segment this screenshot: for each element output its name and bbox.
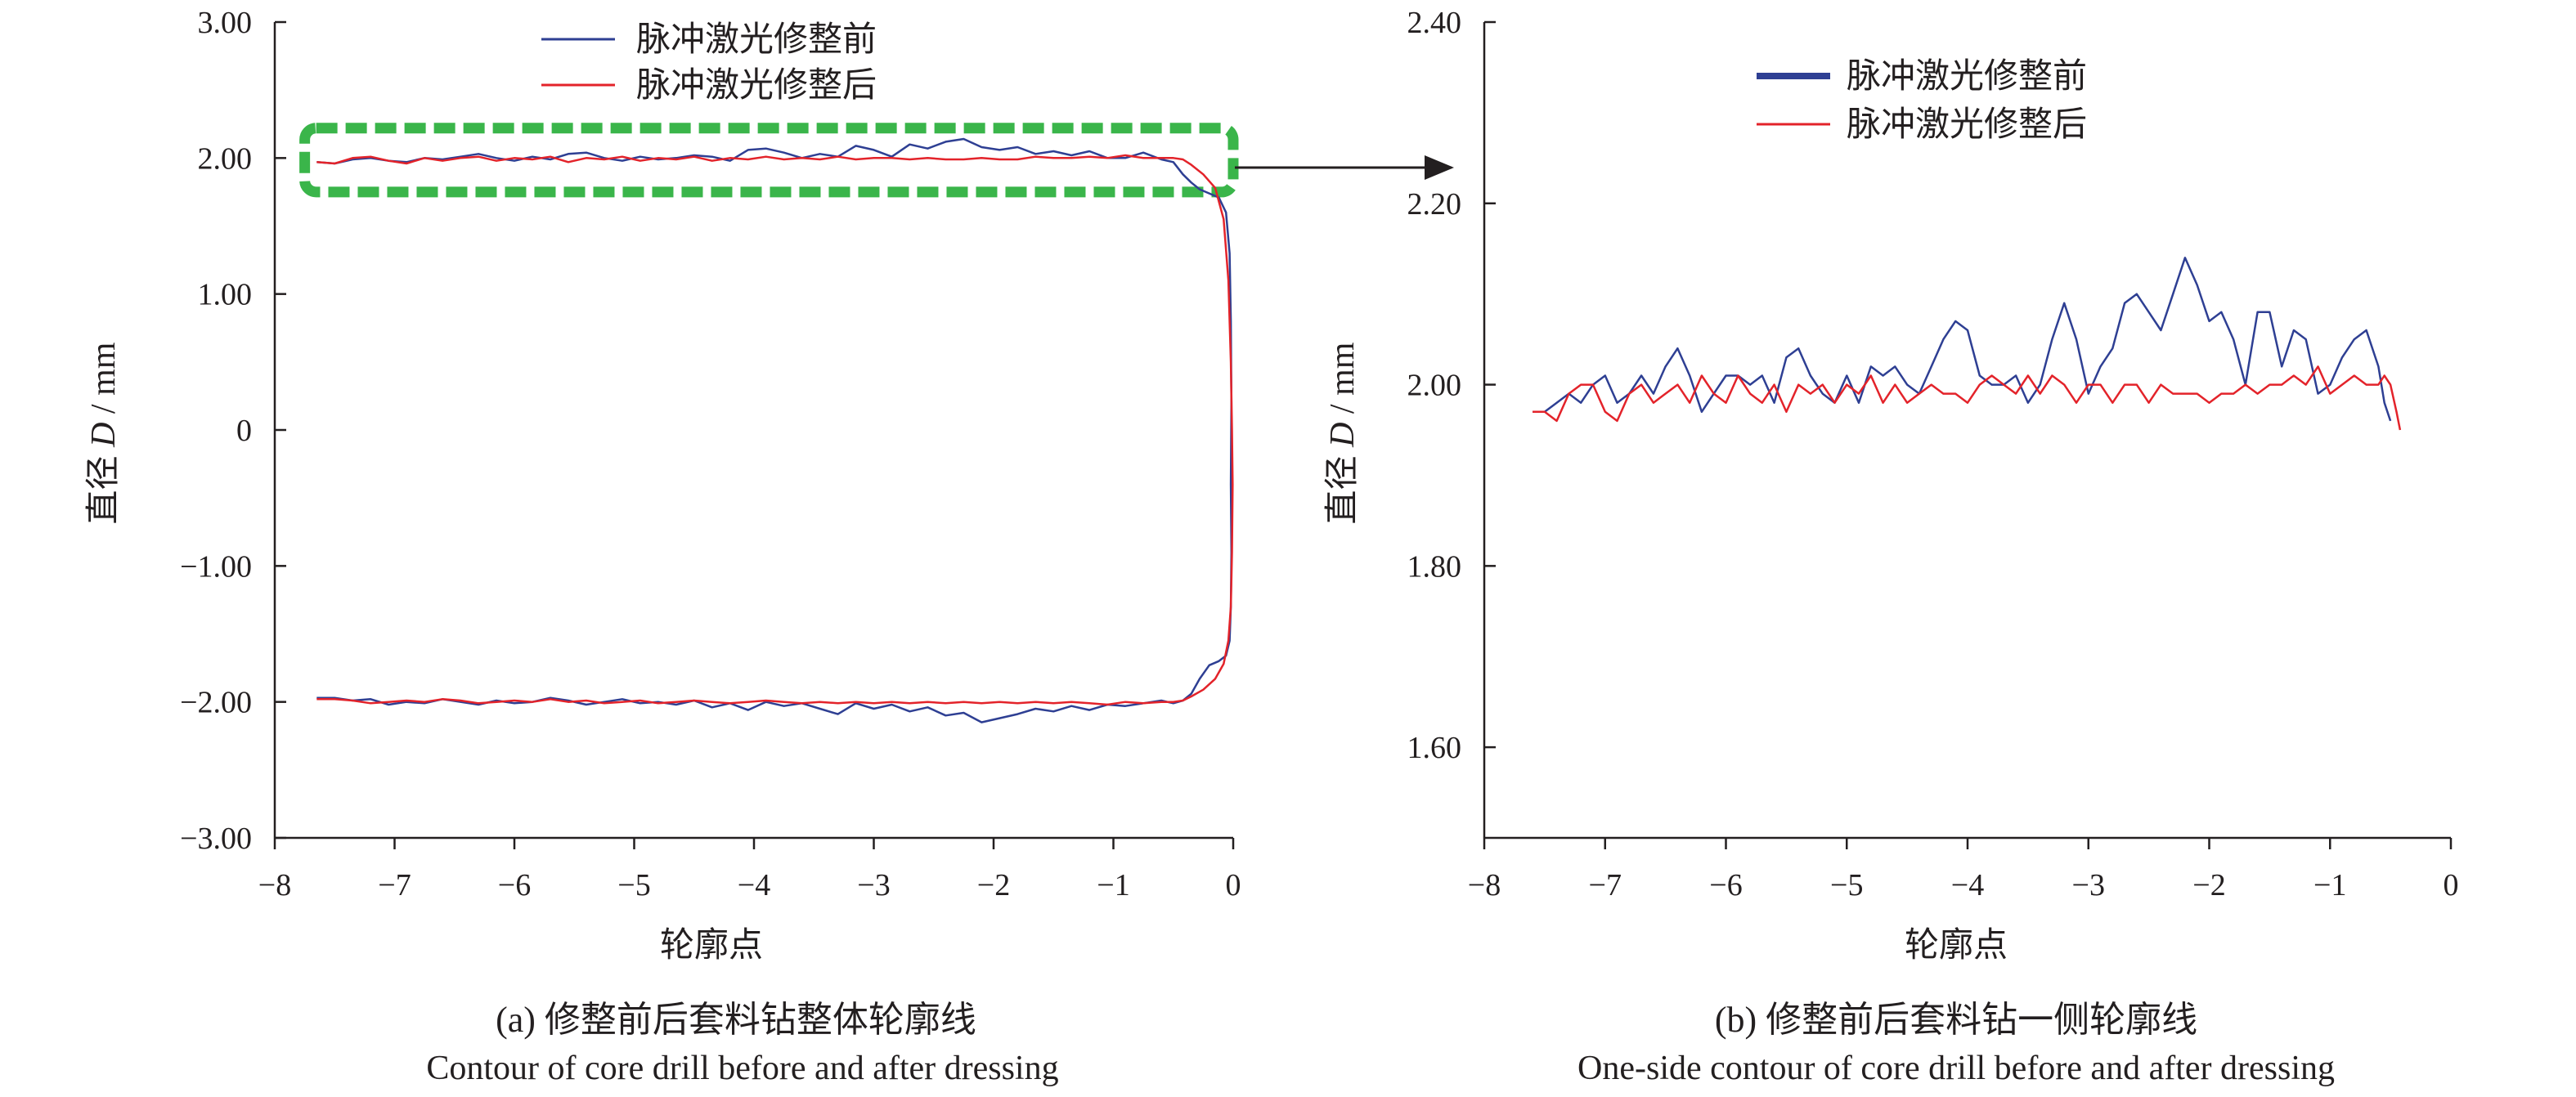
x-tick-label: −5 — [617, 868, 650, 902]
x-tick-label: −2 — [977, 868, 1010, 902]
chart-a-caption-cn: (a) 修整前后套料钻整体轮廓线 — [496, 1000, 976, 1040]
y-tick-label: −1.00 — [180, 549, 252, 584]
chart-b-y-axis-title: 直径 D / mm — [1324, 342, 1362, 524]
series-line-after — [1533, 365, 2402, 431]
x-tick-label: −6 — [1709, 868, 1742, 902]
x-tick-label: −7 — [1589, 868, 1622, 902]
y-tick-label: 2.00 — [198, 141, 253, 176]
x-tick-label: −4 — [738, 868, 770, 902]
y-tick-label: 2.20 — [1407, 187, 1462, 222]
y-tick-label: 3.00 — [198, 6, 253, 40]
x-tick-label: −3 — [857, 868, 890, 902]
legend-label-before: 脉冲激光修整前 — [1847, 58, 2087, 96]
y-tick-label: 2.40 — [1407, 6, 1462, 40]
chart-b-legend: 脉冲激光修整前 脉冲激光修整后 — [1757, 58, 2087, 144]
x-tick-label: −5 — [1830, 868, 1863, 902]
chart-b: 2.40 2.20 2.00 1.80 1.60 −8 −7 −6 −5 −4 −3 −2 −1 0 脉冲… — [1324, 6, 2459, 1087]
legend-label-before: 脉冲激光修整前 — [636, 21, 877, 59]
x-tick-label: −1 — [1097, 868, 1129, 902]
x-tick-label: −4 — [1951, 868, 1984, 902]
chart-a-caption-en: Contour of core drill before and after d… — [426, 1050, 1058, 1087]
zoom-highlight-box — [299, 123, 1239, 198]
y-tick-label: 1.60 — [1407, 731, 1462, 765]
chart-a-series — [316, 137, 1234, 723]
series-line-after — [316, 154, 1234, 706]
x-tick-label: −2 — [2192, 868, 2225, 902]
x-tick-label: −8 — [1468, 868, 1501, 902]
legend-label-after: 脉冲激光修整后 — [1847, 106, 2087, 144]
chart-b-x-axis-title: 轮廓点 — [1905, 927, 2008, 965]
y-tick-label: 1.80 — [1407, 549, 1462, 584]
series-line-before — [316, 137, 1233, 723]
y-tick-label: 2.00 — [1407, 369, 1462, 403]
x-tick-label: −7 — [378, 868, 411, 902]
chart-b-caption-en: One-side contour of core drill before an… — [1577, 1050, 2335, 1087]
x-tick-label: 0 — [1226, 868, 1241, 902]
chart-a: 3.00 2.00 1.00 0 −1.00 −2.00 −3.00−8 −7 −6 −5 −4 −3… — [85, 6, 1241, 1087]
chart-a-x-axis-title: 轮廓点 — [660, 927, 763, 965]
x-tick-label: −3 — [2072, 868, 2105, 902]
x-tick-label: −6 — [498, 868, 531, 902]
chart-b-axes — [1483, 22, 2451, 840]
chart-a-axes — [273, 22, 1233, 840]
chart-b-ticks: 2.40 2.20 2.00 1.80 1.60 −8 −7 −6 −5 −4 −3 −2 −1 0 — [1407, 6, 2459, 902]
chart-a-highlight — [299, 123, 1239, 198]
chart-a-y-axis-title: 直径 D / mm — [85, 342, 123, 524]
x-tick-label: −1 — [2313, 868, 2346, 902]
y-tick-label: 1.00 — [198, 278, 253, 312]
y-tick-label: −3.00 — [180, 822, 252, 856]
legend-label-after: 脉冲激光修整后 — [636, 67, 877, 105]
chart-b-series — [1533, 257, 2402, 431]
chart-b-caption-cn: (b) 修整前后套料钻一侧轮廓线 — [1715, 1000, 2197, 1040]
x-tick-label: −8 — [258, 868, 291, 902]
x-tick-label: 0 — [2444, 868, 2459, 902]
chart-a-legend: 脉冲激光修整前 脉冲激光修整后 — [541, 21, 877, 105]
y-tick-label: −2.00 — [180, 686, 252, 720]
series-line-before — [1533, 257, 2392, 422]
chart-a-ticks: 3.00 2.00 1.00 0 −1.00 −2.00 −3.00−8 −7 −6 −5 −4 −3… — [180, 6, 1241, 902]
y-tick-label: 0 — [236, 414, 252, 448]
